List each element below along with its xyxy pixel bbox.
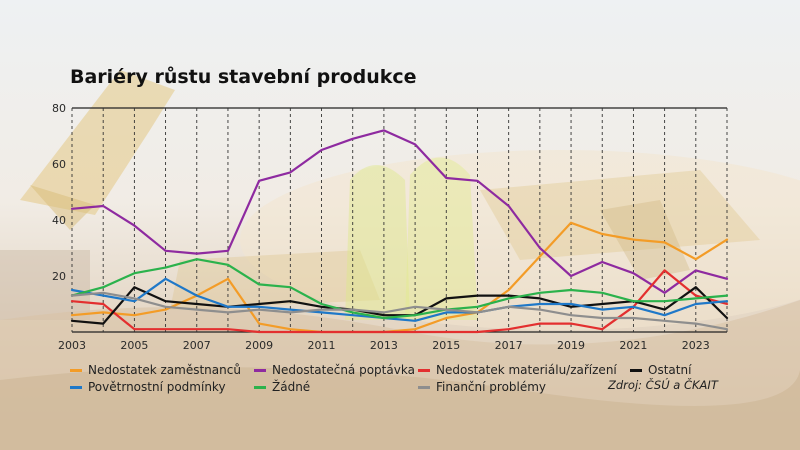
legend-label: Nedostatečná poptávka <box>272 363 415 377</box>
legend-label: Povětrnostní podmínky <box>88 380 226 394</box>
legend-swatch <box>70 368 82 372</box>
source-note: Zdroj: ČSÚ a ČKAIT <box>608 378 718 392</box>
legend-label: Finanční problémy <box>436 380 547 394</box>
legend-item: Nedostatek materiálu/zařízení <box>418 362 617 378</box>
legend-swatch <box>70 385 82 389</box>
y-axis-ticks: 20 40 60 80 <box>52 102 66 283</box>
y-tick-label: 60 <box>52 158 66 171</box>
legend-label: Nedostatek zaměstnanců <box>88 363 241 377</box>
series-line-5 <box>70 277 729 322</box>
series-lines <box>70 129 729 334</box>
legend-swatch <box>254 385 266 389</box>
legend-item: Žádné <box>254 379 310 395</box>
series-line-2 <box>70 129 729 294</box>
x-tick-label: 2021 <box>619 339 647 352</box>
legend-label: Žádné <box>272 380 311 394</box>
legend-item: Ostatní <box>630 362 691 378</box>
y-tick-label: 20 <box>52 270 66 283</box>
legend-swatch <box>418 385 430 389</box>
x-tick-label: 2009 <box>245 339 273 352</box>
legend-item: Finanční problémy <box>418 379 546 395</box>
legend-label: Ostatní <box>648 363 692 377</box>
legend-swatch <box>254 368 266 372</box>
series-line-7 <box>70 291 729 331</box>
legend-item: Nedostatek zaměstnanců <box>70 362 241 378</box>
series-line-4 <box>70 286 729 325</box>
x-tick-label: 2015 <box>432 339 460 352</box>
x-tick-label: 2003 <box>58 339 86 352</box>
grid-lines <box>71 107 728 333</box>
legend: Nedostatek zaměstnanců Nedostatečná poptá… <box>70 362 790 396</box>
series-line-6 <box>70 258 729 320</box>
x-tick-label: 2007 <box>183 339 211 352</box>
legend-swatch <box>418 368 430 372</box>
chart-title: Bariéry růstu stavební produkce <box>70 66 417 88</box>
y-tick-label: 80 <box>52 102 66 115</box>
legend-item: Nedostatečná poptávka <box>254 362 415 378</box>
x-tick-label: 2013 <box>370 339 398 352</box>
x-axis-ticks: 2003 2005 2007 2009 2011 2013 2015 2017 2019 2021… <box>58 339 710 352</box>
x-tick-label: 2017 <box>495 339 523 352</box>
legend-swatch <box>630 368 642 372</box>
x-tick-label: 2019 <box>557 339 585 352</box>
y-tick-label: 40 <box>52 214 66 227</box>
x-tick-label: 2005 <box>120 339 148 352</box>
x-tick-label: 2011 <box>308 339 336 352</box>
legend-item: Povětrnostní podmínky <box>70 379 226 395</box>
x-tick-label: 2023 <box>682 339 710 352</box>
legend-label: Nedostatek materiálu/zařízení <box>436 363 617 377</box>
